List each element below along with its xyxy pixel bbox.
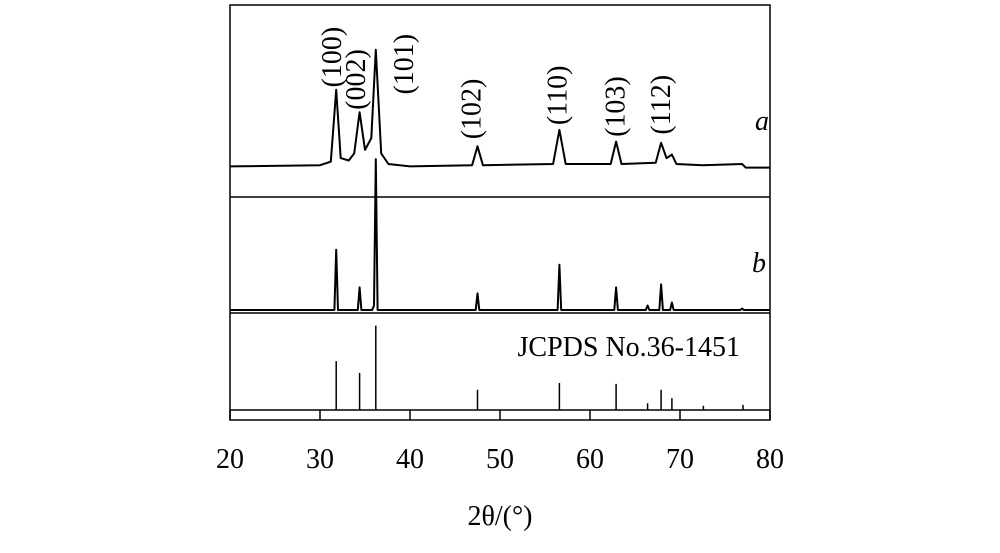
peak-index-label: (110) bbox=[543, 66, 574, 126]
x-tick-label: 70 bbox=[666, 444, 694, 475]
panel-label: b bbox=[752, 248, 766, 279]
x-tick-label: 80 bbox=[756, 444, 784, 475]
panel-label: a bbox=[755, 106, 769, 137]
x-tick-label: 20 bbox=[216, 444, 244, 475]
x-tick-label: 40 bbox=[396, 444, 424, 475]
xrd-curve bbox=[229, 48, 770, 169]
x-tick-label: 30 bbox=[306, 444, 334, 475]
x-axis-label: 2θ/(°) bbox=[467, 501, 532, 532]
peak-index-label: (002) bbox=[341, 49, 372, 110]
peak-index-label: (101) bbox=[389, 34, 420, 95]
panel-label: JCPDS No.36-1451 bbox=[518, 332, 740, 363]
peak-index-label: (102) bbox=[456, 79, 487, 140]
x-tick-label: 60 bbox=[576, 444, 604, 475]
peak-index-label: (100) bbox=[317, 27, 348, 88]
peak-index-label: (112) bbox=[646, 75, 677, 135]
peak-index-label: (103) bbox=[600, 76, 631, 137]
xrd-curve bbox=[230, 158, 770, 311]
x-tick-label: 50 bbox=[486, 444, 514, 475]
